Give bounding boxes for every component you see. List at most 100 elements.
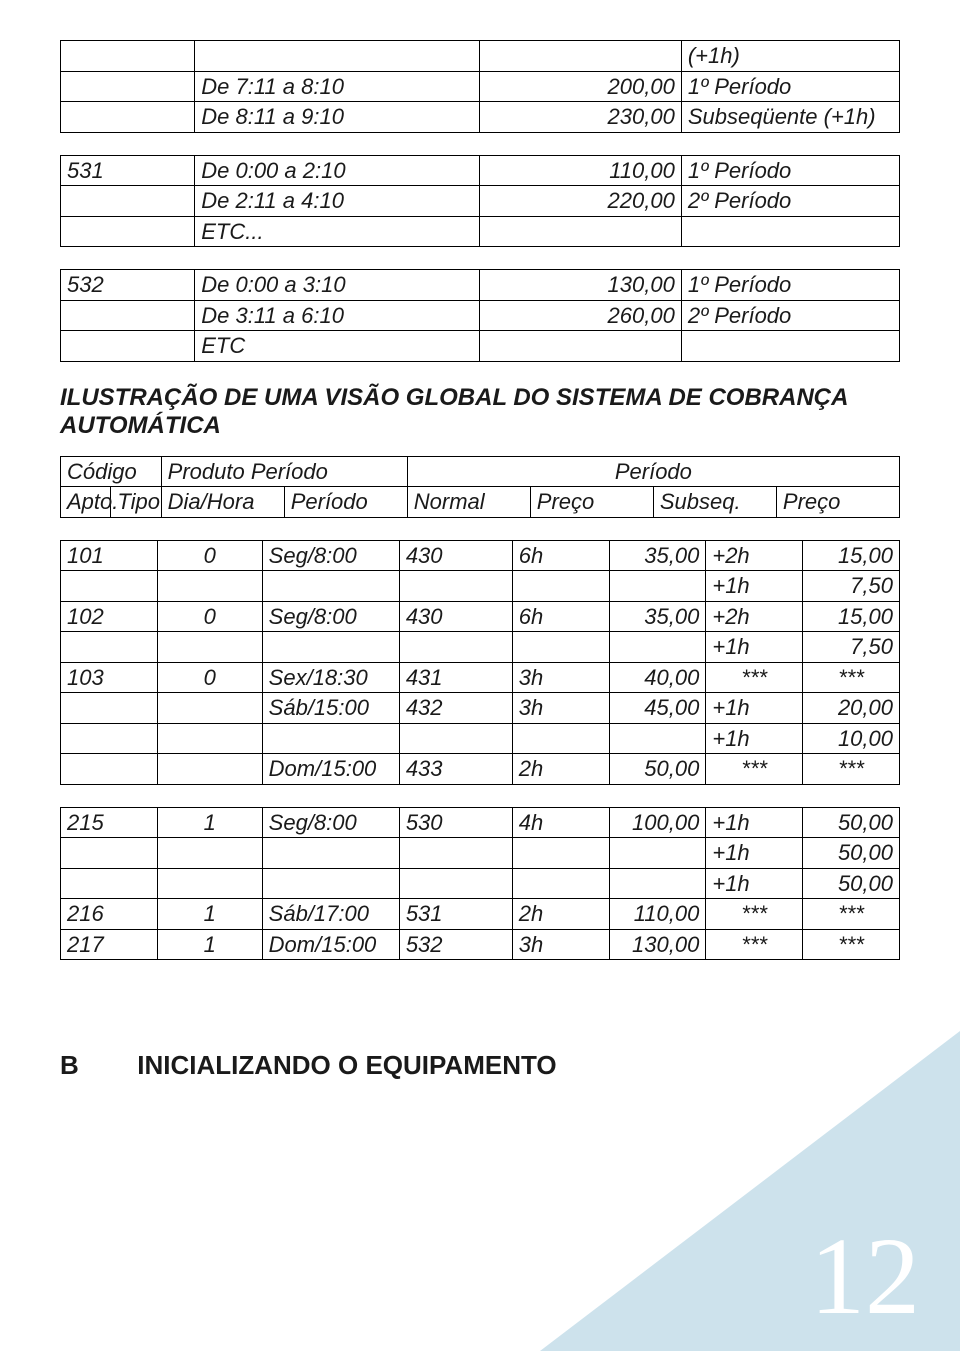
table-cell: [61, 571, 158, 602]
table-cell: +1h: [706, 571, 803, 602]
table-cell: [262, 838, 399, 869]
table-cell: [157, 868, 262, 899]
table-cell: [609, 571, 706, 602]
table-cell: 20,00: [803, 693, 900, 724]
global-header-table: Código Produto Período Período Apto. Tip…: [60, 456, 900, 518]
table-cell: [262, 571, 399, 602]
table-cell: 50,00: [803, 868, 900, 899]
section-b-title: INICIALIZANDO O EQUIPAMENTO: [137, 1050, 556, 1080]
table-cell: [480, 41, 681, 72]
table-cell: ***: [803, 754, 900, 785]
table-cell: [157, 723, 262, 754]
table-cell: 7,50: [803, 632, 900, 663]
table-cell: [61, 186, 195, 217]
table-cell: [61, 754, 158, 785]
table-cell: +2h: [706, 601, 803, 632]
table-cell: 7,50: [803, 571, 900, 602]
table-cell: 101: [61, 540, 158, 571]
table-cell: [399, 868, 512, 899]
table-cell: 50,00: [609, 754, 706, 785]
table-cell: 15,00: [803, 540, 900, 571]
pricing-table-1: (+1h)De 7:11 a 8:10200,001º PeríodoDe 8:…: [60, 40, 900, 133]
table-cell: [609, 868, 706, 899]
table-cell: 431: [399, 662, 512, 693]
table-cell: 530: [399, 807, 512, 838]
table-cell: 1º Período: [681, 155, 899, 186]
table-cell: +2h: [706, 540, 803, 571]
table-cell: 0: [157, 601, 262, 632]
table-cell: 1º Período: [681, 71, 899, 102]
table-cell: 3h: [512, 929, 609, 960]
hdr-tipo: Tipo: [111, 487, 161, 518]
table-cell: 430: [399, 601, 512, 632]
hdr-normal: Normal: [407, 487, 530, 518]
table-cell: ***: [803, 662, 900, 693]
table-cell: ***: [803, 929, 900, 960]
table-cell: ***: [706, 754, 803, 785]
table-cell: 0: [157, 540, 262, 571]
table-cell: De 7:11 a 8:10: [195, 71, 480, 102]
hdr-produto-periodo: Produto Período: [161, 456, 407, 487]
table-cell: 103: [61, 662, 158, 693]
table-cell: 260,00: [480, 300, 681, 331]
table-cell: 10,00: [803, 723, 900, 754]
table-cell: [262, 632, 399, 663]
table-cell: ***: [706, 662, 803, 693]
table-cell: [61, 216, 195, 247]
table-cell: [399, 838, 512, 869]
table-cell: Dom/15:00: [262, 754, 399, 785]
table-cell: Seg/8:00: [262, 540, 399, 571]
table-cell: Subseqüente (+1h): [681, 102, 899, 133]
table-cell: 35,00: [609, 601, 706, 632]
table-cell: [61, 102, 195, 133]
table-cell: 2h: [512, 899, 609, 930]
table-cell: 1: [157, 807, 262, 838]
table-cell: 3h: [512, 662, 609, 693]
table-cell: 45,00: [609, 693, 706, 724]
page-number: 12: [810, 1221, 920, 1331]
table-cell: De 3:11 a 6:10: [195, 300, 480, 331]
hdr-codigo: Código: [61, 456, 162, 487]
table-cell: 1: [157, 929, 262, 960]
table-cell: +1h: [706, 693, 803, 724]
table-cell: Sex/18:30: [262, 662, 399, 693]
table-cell: 110,00: [480, 155, 681, 186]
table-cell: 433: [399, 754, 512, 785]
table-cell: 2º Período: [681, 186, 899, 217]
table-cell: 2h: [512, 754, 609, 785]
table-cell: ***: [706, 929, 803, 960]
table-cell: Sáb/17:00: [262, 899, 399, 930]
table-cell: 532: [399, 929, 512, 960]
table-cell: 35,00: [609, 540, 706, 571]
table-cell: 50,00: [803, 807, 900, 838]
table-cell: 3h: [512, 693, 609, 724]
hdr-apto: Apto.: [61, 487, 111, 518]
global-data-table-2: 2151Seg/8:005304h100,00+1h50,00+1h50,00+…: [60, 807, 900, 961]
table-cell: 6h: [512, 601, 609, 632]
table-cell: 0: [157, 662, 262, 693]
table-cell: ***: [706, 899, 803, 930]
table-cell: 531: [399, 899, 512, 930]
table-cell: 15,00: [803, 601, 900, 632]
table-cell: 40,00: [609, 662, 706, 693]
table-cell: [609, 723, 706, 754]
table-cell: 130,00: [480, 270, 681, 301]
table-cell: [480, 331, 681, 362]
table-cell: 102: [61, 601, 158, 632]
table-cell: +1h: [706, 868, 803, 899]
table-cell: Sáb/15:00: [262, 693, 399, 724]
table-cell: ETC: [195, 331, 480, 362]
hdr-preco2: Preço: [776, 487, 899, 518]
table-cell: [157, 693, 262, 724]
table-cell: [480, 216, 681, 247]
table-cell: (+1h): [681, 41, 899, 72]
table-cell: [61, 693, 158, 724]
table-cell: 110,00: [609, 899, 706, 930]
table-cell: [157, 838, 262, 869]
section-b-letter: B: [60, 1050, 130, 1081]
table-cell: [609, 632, 706, 663]
table-cell: De 0:00 a 2:10: [195, 155, 480, 186]
table-cell: 100,00: [609, 807, 706, 838]
table-cell: ***: [803, 899, 900, 930]
table-cell: De 0:00 a 3:10: [195, 270, 480, 301]
